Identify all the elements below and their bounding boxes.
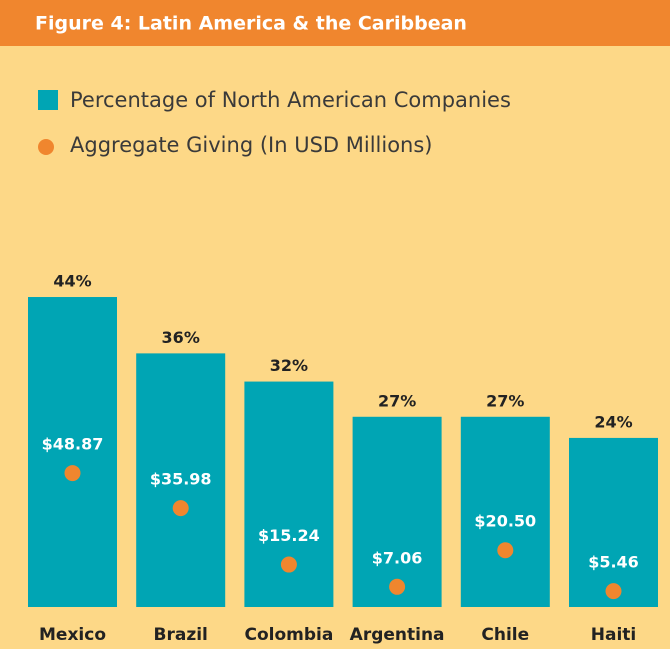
dot-value-label: $15.24 — [258, 526, 320, 545]
x-tick-label: Argentina — [350, 625, 445, 645]
bar-value-label: 44% — [53, 272, 91, 291]
header — [0, 0, 670, 46]
legend-swatch — [38, 139, 54, 155]
bar — [352, 416, 442, 607]
x-tick-label: Mexico — [39, 625, 106, 645]
dot-value-label: $5.46 — [588, 553, 639, 572]
legend-label: Aggregate Giving (In USD Millions) — [70, 133, 433, 157]
x-tick-label: Colombia — [244, 625, 333, 645]
dot — [389, 578, 406, 595]
bar — [244, 381, 334, 607]
dot-value-label: $48.87 — [42, 435, 104, 454]
bar — [569, 437, 658, 607]
dot — [280, 556, 297, 573]
dot-value-label: $7.06 — [372, 548, 423, 567]
dot — [64, 465, 81, 482]
dot-value-label: $35.98 — [150, 470, 212, 489]
bar — [460, 416, 550, 607]
bar-value-label: 24% — [594, 412, 632, 431]
bar-value-label: 27% — [378, 391, 416, 410]
chart-title: Figure 4: Latin America & the Caribbean — [35, 13, 467, 35]
dot — [605, 583, 622, 600]
x-tick-label: Haiti — [591, 625, 636, 645]
bar-value-label: 32% — [270, 356, 308, 375]
x-tick-label: Brazil — [154, 625, 208, 645]
bar — [136, 353, 226, 607]
dot — [172, 500, 189, 517]
dot-value-label: $20.50 — [474, 512, 536, 531]
bar-value-label: 36% — [162, 328, 200, 347]
x-tick-label: Chile — [481, 625, 529, 645]
legend-swatch — [38, 90, 58, 110]
dot — [497, 542, 514, 559]
legend-label: Percentage of North American Companies — [70, 88, 511, 112]
bar — [28, 297, 117, 607]
bar-value-label: 27% — [486, 391, 524, 410]
